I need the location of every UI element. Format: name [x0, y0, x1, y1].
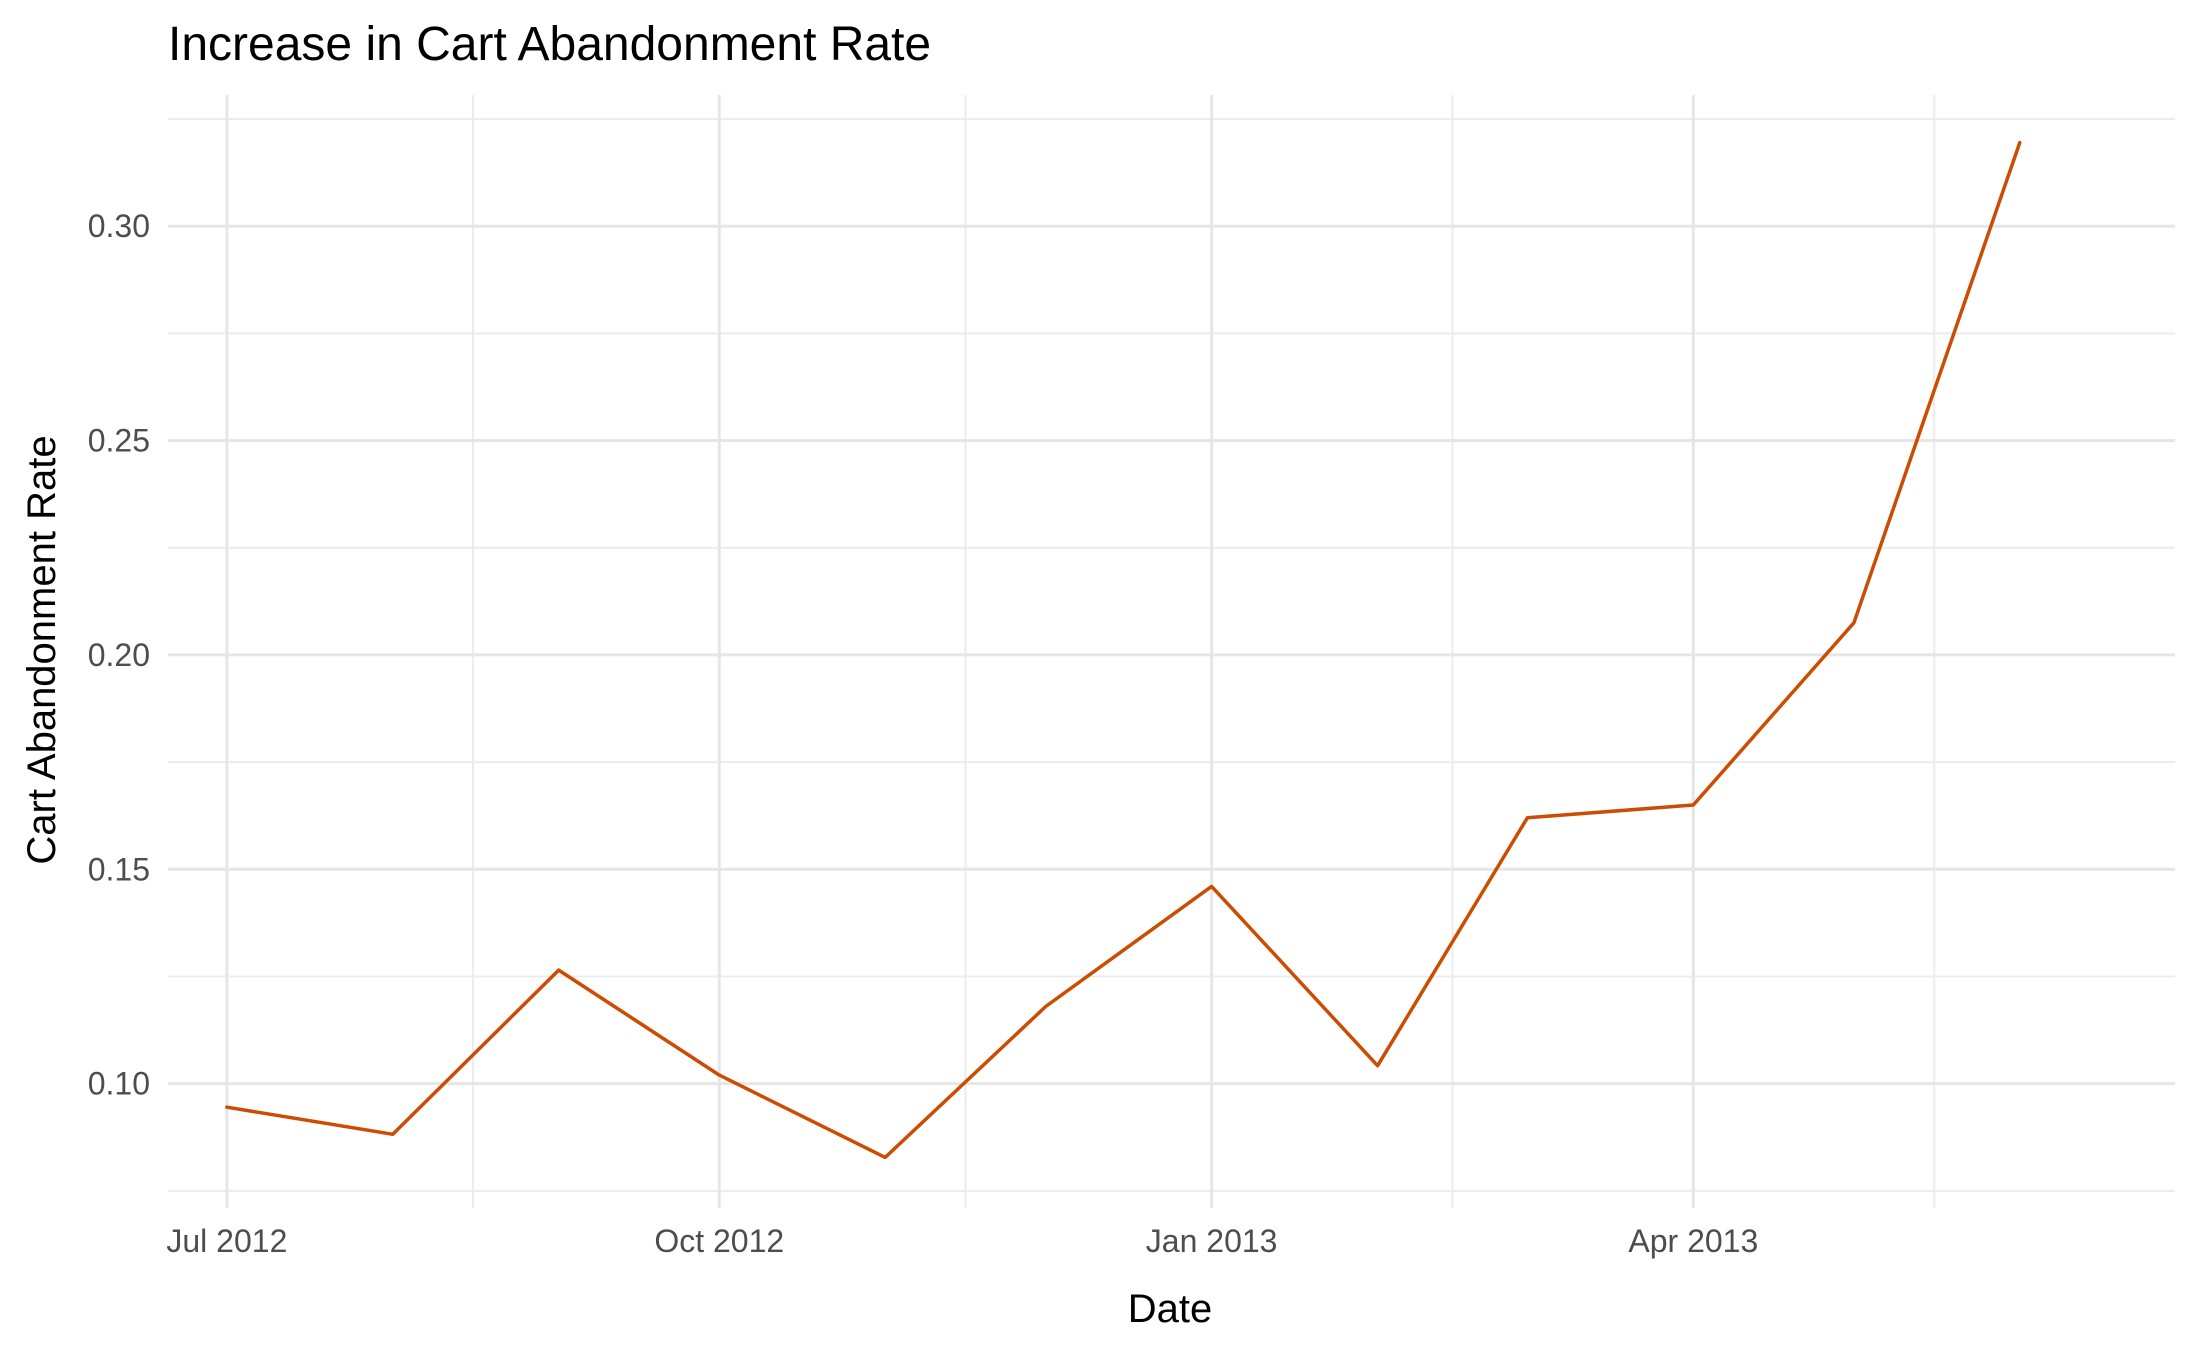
x-tick-label: Apr 2013 [1628, 1223, 1758, 1259]
x-axis-title: Date [1128, 1287, 1213, 1331]
x-tick-label: Jul 2012 [166, 1223, 287, 1259]
y-axis-tick-labels: 0.10 0.15 0.20 0.25 0.30 [88, 208, 150, 1101]
y-tick-label: 0.25 [88, 423, 150, 459]
major-gridlines [168, 95, 2175, 1208]
x-tick-label: Oct 2012 [654, 1223, 784, 1259]
series-line [225, 140, 2022, 1160]
chart-title: Increase in Cart Abandonment Rate [168, 18, 931, 71]
y-tick-label: 0.20 [88, 637, 150, 673]
x-axis-tick-labels: Jul 2012 Oct 2012 Jan 2013 Apr 2013 [166, 1223, 1758, 1259]
series-layer [225, 140, 2022, 1160]
y-tick-label: 0.30 [88, 208, 150, 244]
y-axis-title: Cart Abandonment Rate [20, 435, 64, 864]
x-tick-label: Jan 2013 [1146, 1223, 1278, 1259]
y-tick-label: 0.15 [88, 851, 150, 887]
minor-gridlines [168, 95, 2175, 1208]
y-tick-label: 0.10 [88, 1066, 150, 1102]
